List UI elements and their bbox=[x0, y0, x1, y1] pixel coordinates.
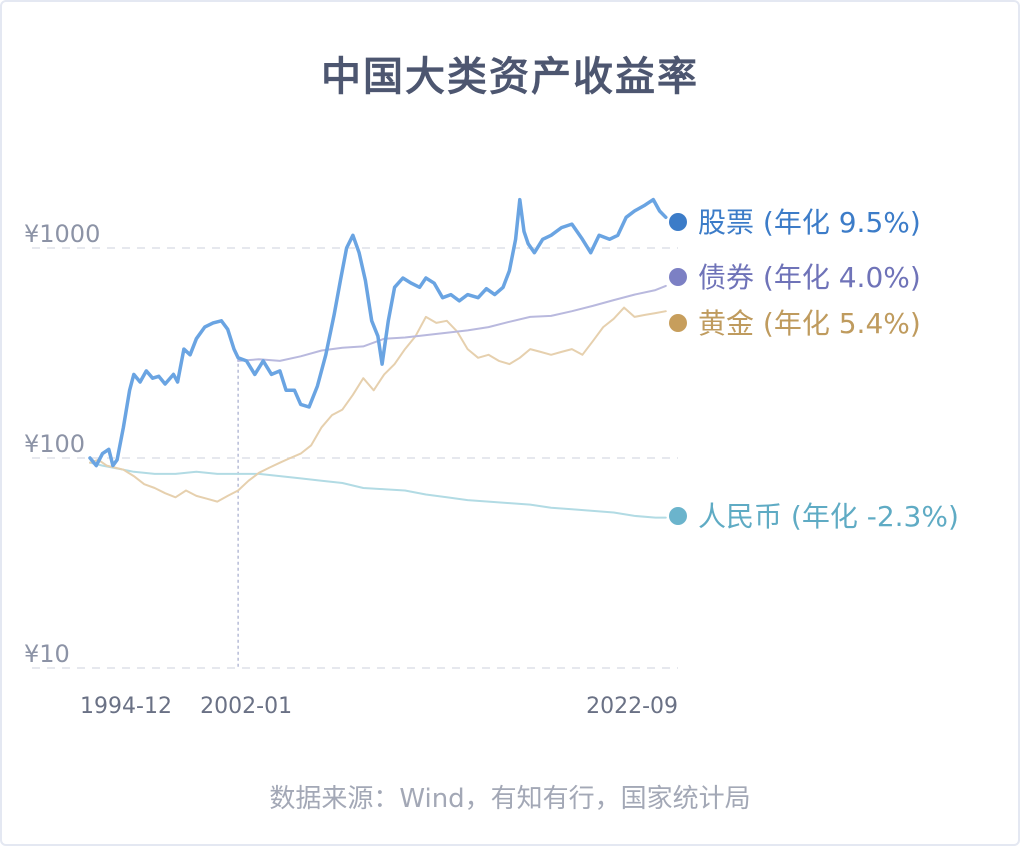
series-line-债券 bbox=[237, 284, 667, 362]
legend-label-股票: 股票 (年化 9.5%) bbox=[698, 206, 921, 239]
series-lines bbox=[88, 197, 668, 519]
y-tick-label: ¥10 bbox=[24, 640, 70, 668]
legend-label-人民币: 人民币 (年化 -2.3%) bbox=[698, 500, 959, 533]
y-tick-label: ¥1000 bbox=[24, 220, 100, 248]
y-tick-label: ¥100 bbox=[24, 430, 85, 458]
legend: 股票 (年化 9.5%) 债券 (年化 4.0%) 黄金 (年化 5.4%) 人民币 … bbox=[669, 206, 959, 533]
legend-label-黄金: 黄金 (年化 5.4%) bbox=[698, 307, 921, 340]
y-axis: ¥10 ¥100 ¥1000 bbox=[24, 220, 100, 668]
legend-label-债券: 债券 (年化 4.0%) bbox=[698, 261, 921, 294]
legend-dot-债券 bbox=[669, 268, 687, 286]
grid-lines bbox=[32, 247, 678, 669]
data-source-note: 数据来源：Wind，有知有行，国家统计局 bbox=[269, 784, 751, 814]
x-tick-label: 2022-09 bbox=[586, 694, 678, 719]
x-axis: 1994-12 2002-01 2022-09 bbox=[80, 694, 678, 719]
legend-dot-人民币 bbox=[669, 507, 687, 525]
legend-dot-股票 bbox=[669, 213, 687, 231]
x-tick-label: 1994-12 bbox=[80, 694, 172, 719]
series-line-黄金 bbox=[89, 306, 667, 503]
series-line-股票 bbox=[88, 197, 668, 468]
chart-title: 中国大类资产收益率 bbox=[321, 54, 699, 100]
x-tick-label: 2002-01 bbox=[200, 694, 292, 719]
series-line-人民币 bbox=[89, 461, 667, 519]
legend-dot-黄金 bbox=[669, 314, 687, 332]
